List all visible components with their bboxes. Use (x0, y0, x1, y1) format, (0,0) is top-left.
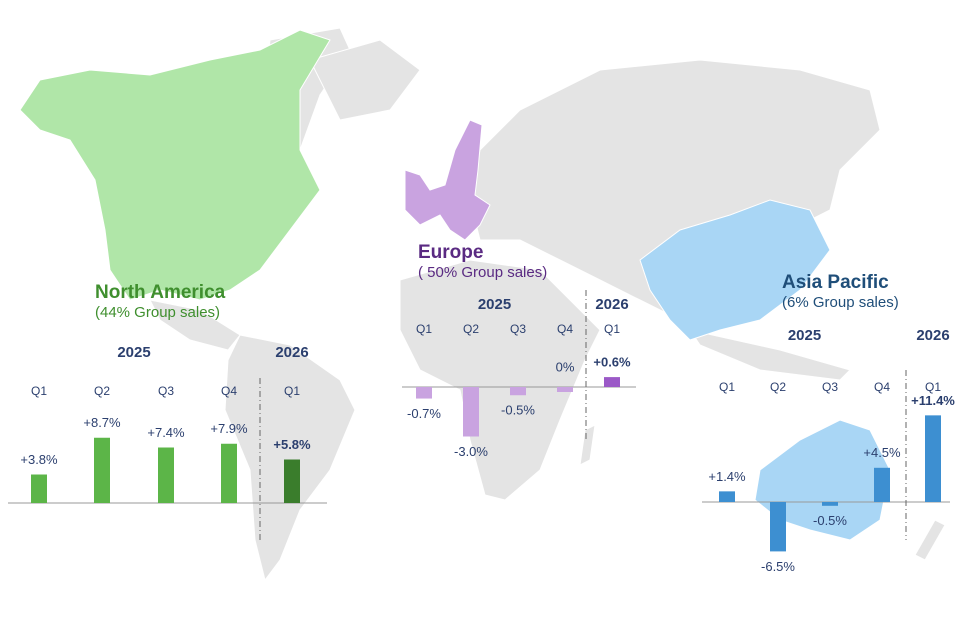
new-zealand (914, 519, 946, 561)
highlighted-regions (19, 29, 891, 541)
year-label: 2025 (478, 296, 511, 313)
south-america (224, 334, 356, 582)
indonesia (688, 329, 851, 381)
africa (399, 259, 601, 501)
region-subtitle: (6% Group sales) (782, 294, 899, 311)
year-label: 2026 (595, 296, 628, 313)
bar (94, 437, 110, 503)
category-label: Q4 (874, 380, 890, 394)
bar (719, 491, 735, 502)
value-label: -0.5% (813, 513, 847, 528)
value-label: +3.8% (20, 452, 58, 467)
value-label: -0.5% (501, 403, 535, 418)
category-label: Q1 (719, 380, 735, 394)
category-label: Q2 (770, 380, 786, 394)
region-title: Europe (418, 242, 483, 263)
bar (510, 387, 526, 396)
value-label: +7.9% (210, 421, 248, 436)
region-subtitle: (44% Group sales) (95, 304, 220, 321)
year-label: 2025 (117, 344, 150, 361)
value-label: -6.5% (761, 559, 795, 574)
value-label: -3.0% (454, 444, 488, 459)
category-label: Q1 (284, 384, 300, 398)
bar (221, 443, 237, 503)
bar (284, 459, 300, 503)
value-label: -0.7% (407, 406, 441, 421)
asia-region (639, 199, 831, 341)
category-label: Q1 (925, 380, 941, 394)
value-label: +4.5% (863, 445, 901, 460)
value-label: +8.7% (83, 415, 121, 430)
category-label: Q1 (416, 322, 432, 336)
value-label: +5.8% (273, 437, 311, 452)
bar (416, 387, 432, 399)
category-label: Q4 (221, 384, 237, 398)
region-title: North America (95, 282, 226, 303)
year-label: 2025 (788, 327, 821, 344)
bar (31, 474, 47, 503)
region-title: Asia Pacific (782, 272, 889, 293)
category-label: Q3 (822, 380, 838, 394)
madagascar (579, 424, 596, 466)
bar (874, 467, 890, 502)
category-label: Q2 (463, 322, 479, 336)
value-label: +11.4% (911, 393, 955, 408)
value-label: +0.6% (593, 355, 631, 370)
bar (158, 447, 174, 503)
year-label: 2026 (275, 344, 308, 361)
bar (604, 377, 620, 387)
category-label: Q4 (557, 322, 573, 336)
central-america (149, 299, 241, 351)
year-label: 2026 (916, 327, 949, 344)
north-america-region (19, 29, 331, 301)
bar (822, 502, 838, 506)
category-label: Q3 (158, 384, 174, 398)
bar (463, 387, 479, 437)
north-america-rest (309, 39, 421, 121)
bar (770, 502, 786, 552)
bar (557, 387, 573, 392)
category-label: Q2 (94, 384, 110, 398)
value-label: 0% (556, 359, 575, 374)
world-map (149, 27, 946, 582)
value-label: +1.4% (708, 469, 746, 484)
value-label: +7.4% (147, 425, 185, 440)
category-label: Q1 (604, 322, 620, 336)
category-label: Q3 (510, 322, 526, 336)
region-subtitle: ( 50% Group sales) (418, 264, 547, 281)
europe-region (404, 119, 491, 241)
category-label: Q1 (31, 384, 47, 398)
bar (925, 415, 941, 502)
